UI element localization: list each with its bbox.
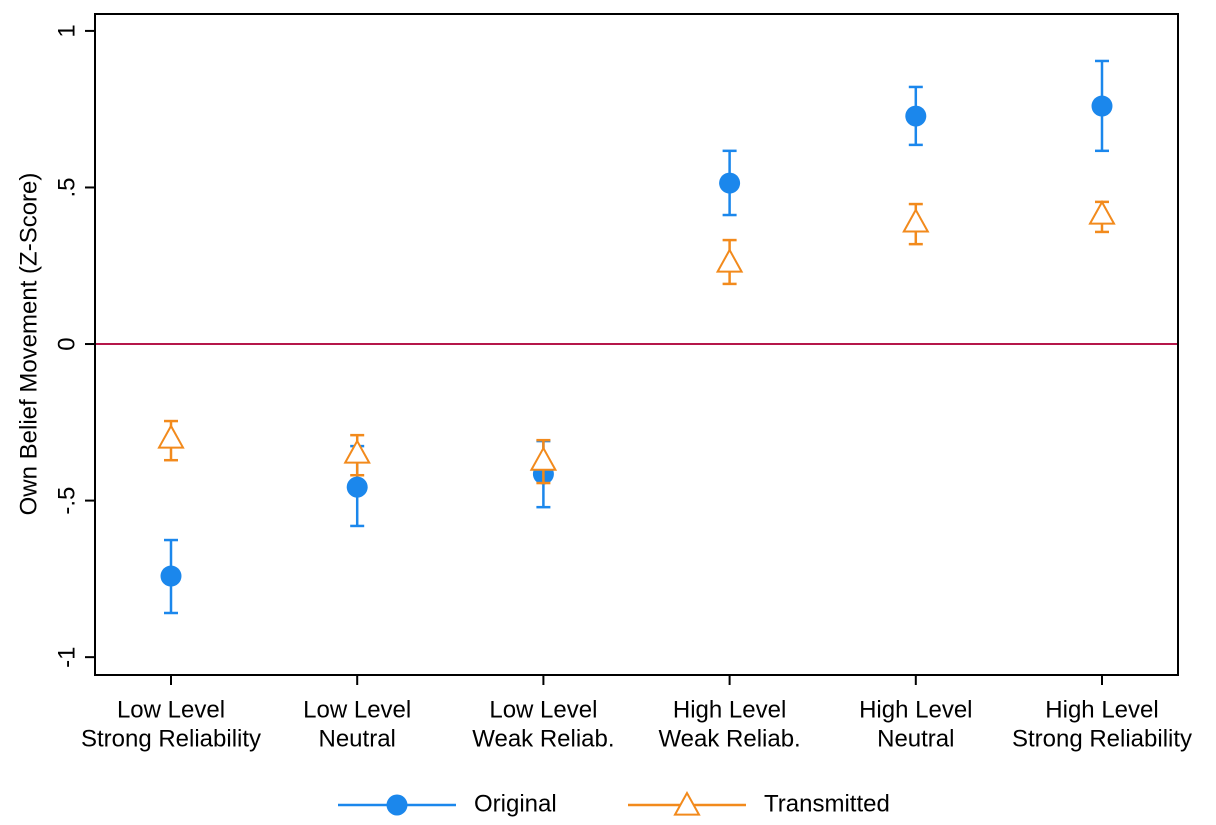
legend-marker bbox=[386, 794, 408, 816]
point bbox=[1091, 95, 1113, 117]
point bbox=[160, 565, 182, 587]
x-tick-label: Weak Reliab. bbox=[472, 725, 614, 752]
y-tick-label: .5 bbox=[53, 177, 80, 197]
point bbox=[343, 438, 371, 464]
x-tick-label: High Level bbox=[1045, 696, 1158, 723]
legend-marker bbox=[673, 790, 701, 816]
plot-frame bbox=[94, 13, 1179, 676]
y-tick-label: -.5 bbox=[53, 487, 80, 515]
y-tick-label: 0 bbox=[53, 337, 80, 350]
y-tick-label: 1 bbox=[53, 24, 80, 37]
point bbox=[1088, 200, 1116, 225]
x-tick-label: Low Level bbox=[117, 696, 225, 723]
x-tick-label: Weak Reliab. bbox=[658, 725, 800, 752]
point bbox=[529, 446, 558, 471]
x-tick-label: Strong Reliability bbox=[1012, 725, 1192, 752]
x-tick-label: Low Level bbox=[489, 696, 597, 723]
point bbox=[719, 172, 741, 194]
x-tick-label: High Level bbox=[859, 696, 972, 723]
y-tick-label: -1 bbox=[53, 646, 80, 667]
point bbox=[905, 105, 927, 127]
legend-label: Transmitted bbox=[764, 790, 890, 817]
legend-label: Original bbox=[474, 790, 557, 817]
y-axis-label: Own Belief Movement (Z-Score) bbox=[15, 173, 42, 516]
point bbox=[346, 476, 368, 498]
x-tick-label: Strong Reliability bbox=[81, 725, 261, 752]
point bbox=[902, 207, 930, 233]
x-tick-label: Low Level bbox=[303, 696, 411, 723]
x-tick-label: Neutral bbox=[319, 725, 396, 752]
x-tick-label: High Level bbox=[673, 696, 786, 723]
point bbox=[715, 247, 744, 273]
x-tick-label: Neutral bbox=[877, 725, 954, 752]
point bbox=[157, 423, 185, 449]
